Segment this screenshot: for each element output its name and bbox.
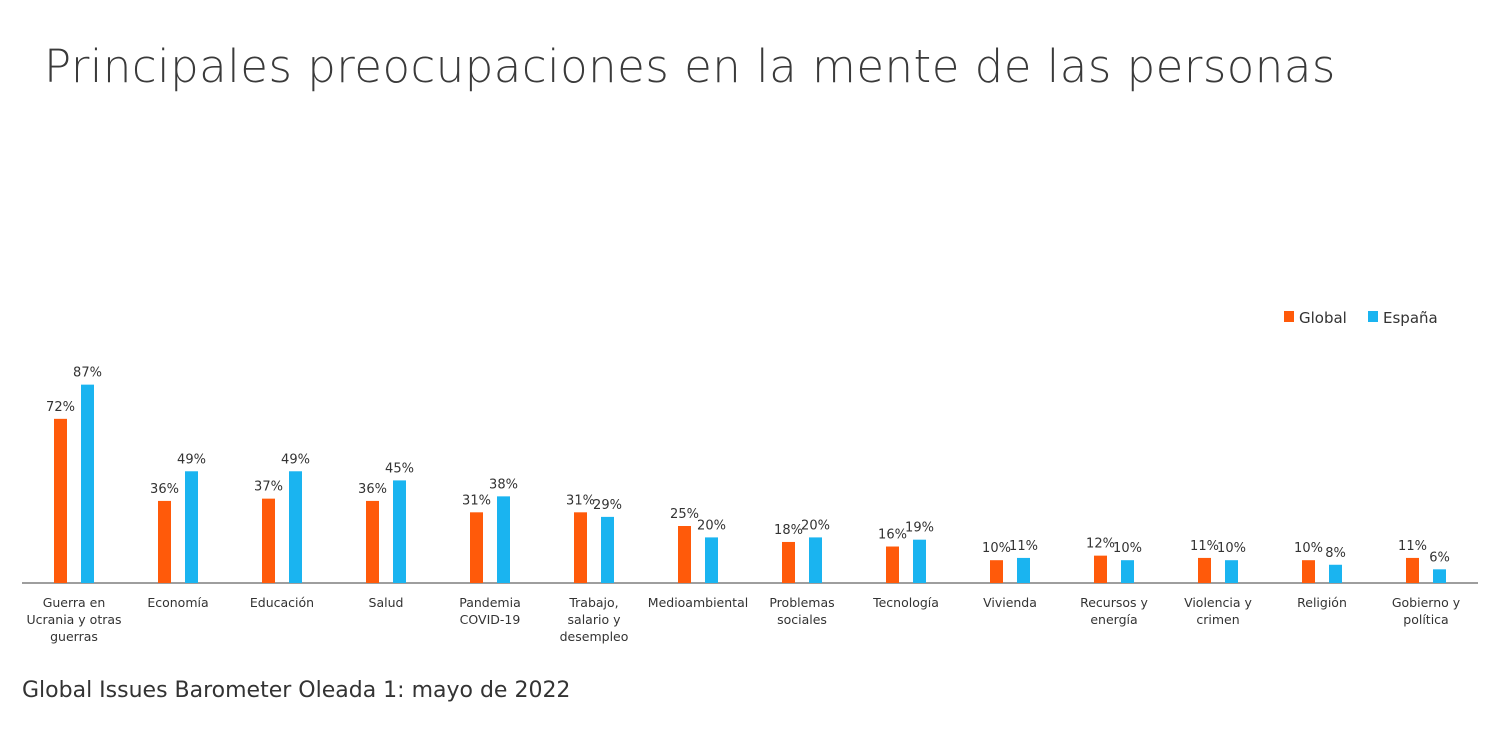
legend-swatch-global: [1284, 311, 1294, 322]
bar-españa: [913, 539, 926, 583]
bar-españa: [601, 516, 614, 583]
bar-global: [1302, 560, 1315, 583]
category-label: Ucrania y otras: [26, 612, 121, 627]
data-label: 16%: [878, 528, 907, 543]
chart-title: Principales preocupaciones en la mente d…: [44, 40, 1336, 93]
bar-españa: [185, 471, 198, 583]
bar-españa: [1433, 569, 1446, 583]
data-label: 49%: [281, 452, 310, 467]
legend-swatch-españa: [1368, 311, 1378, 322]
category-label: energía: [1090, 612, 1137, 627]
chart-source: Global Issues Barometer Oleada 1: mayo d…: [22, 678, 571, 703]
bar-españa: [81, 384, 94, 583]
bar-global: [54, 418, 67, 583]
category-label: Trabajo,: [568, 595, 618, 610]
bar-españa: [289, 471, 302, 583]
data-label: 31%: [462, 493, 491, 508]
category-label: guerras: [50, 629, 98, 644]
legend-label: Global: [1299, 309, 1347, 327]
category-label: Tecnología: [872, 595, 939, 610]
data-label: 36%: [358, 482, 387, 497]
data-label: 36%: [150, 482, 179, 497]
data-label: 11%: [1009, 539, 1038, 554]
bar-global: [366, 500, 379, 583]
bar-global: [262, 498, 275, 583]
data-label: 25%: [670, 507, 699, 522]
data-label: 10%: [1113, 541, 1142, 556]
category-label: salario y: [568, 612, 622, 627]
category-label: Pandemia: [459, 595, 521, 610]
bar-global: [158, 500, 171, 583]
bar-global: [1406, 557, 1419, 583]
category-label: política: [1403, 612, 1448, 627]
bar-españa: [393, 480, 406, 583]
bar-global: [574, 512, 587, 583]
data-label: 10%: [1217, 541, 1246, 556]
data-label: 8%: [1325, 546, 1346, 561]
category-label: Economía: [147, 595, 208, 610]
bar-españa: [809, 537, 822, 583]
data-label: 38%: [489, 477, 518, 492]
bar-global: [782, 541, 795, 583]
data-label: 49%: [177, 452, 206, 467]
data-label: 6%: [1429, 550, 1450, 565]
data-label: 18%: [774, 523, 803, 538]
category-label: Religión: [1297, 595, 1347, 610]
bar-global: [1094, 555, 1107, 583]
data-label: 10%: [1294, 541, 1323, 556]
category-label: Gobierno y: [1392, 595, 1461, 610]
data-label: 29%: [593, 498, 622, 513]
data-label: 45%: [385, 461, 414, 476]
category-label: crimen: [1196, 612, 1239, 627]
data-label: 20%: [801, 518, 830, 533]
bar-global: [990, 560, 1003, 583]
data-label: 19%: [905, 521, 934, 536]
category-label: Educación: [250, 595, 314, 610]
bar-españa: [705, 537, 718, 583]
data-label: 20%: [697, 518, 726, 533]
category-label: sociales: [777, 612, 827, 627]
category-label: Salud: [369, 595, 404, 610]
bar-españa: [1121, 560, 1134, 583]
data-label: 37%: [254, 480, 283, 495]
category-label: Guerra en: [43, 595, 106, 610]
legend-label: España: [1383, 309, 1438, 327]
data-label: 72%: [46, 400, 75, 415]
bar-global: [1198, 557, 1211, 583]
category-label: Violencia y: [1184, 595, 1252, 610]
bar-españa: [1017, 557, 1030, 583]
bar-españa: [1329, 564, 1342, 583]
category-label: Medioambiental: [648, 595, 748, 610]
category-label: desempleo: [560, 629, 629, 644]
bar-españa: [497, 496, 510, 583]
bar-global: [678, 526, 691, 583]
category-label: COVID-19: [460, 612, 521, 627]
data-label: 11%: [1190, 539, 1219, 554]
category-label: Recursos y: [1080, 595, 1148, 610]
data-label: 31%: [566, 493, 595, 508]
data-label: 11%: [1398, 539, 1427, 554]
bar-españa: [1225, 560, 1238, 583]
category-label: Problemas: [769, 595, 834, 610]
category-label: Vivienda: [983, 595, 1037, 610]
data-label: 87%: [73, 366, 102, 381]
data-label: 10%: [982, 541, 1011, 556]
bar-global: [886, 546, 899, 583]
bar-global: [470, 512, 483, 583]
data-label: 12%: [1086, 537, 1115, 552]
